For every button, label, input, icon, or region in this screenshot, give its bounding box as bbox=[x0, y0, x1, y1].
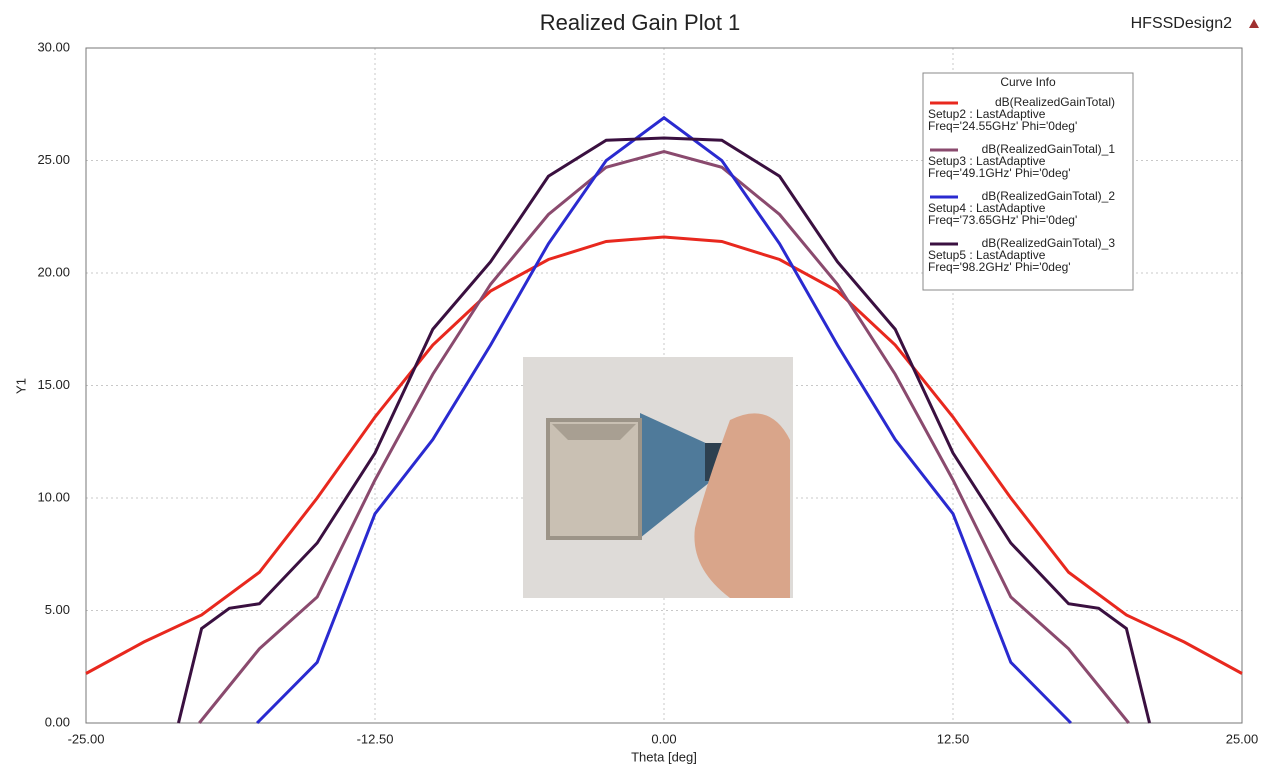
design-icon bbox=[1249, 19, 1259, 28]
legend-params: Freq='73.65GHz' Phi='0deg' bbox=[928, 213, 1077, 227]
legend-setup: Setup3 : LastAdaptive bbox=[928, 154, 1046, 168]
chart-title: Realized Gain Plot 1 bbox=[540, 10, 741, 35]
legend-label: dB(RealizedGainTotal)_2 bbox=[982, 189, 1116, 203]
legend-params: Freq='49.1GHz' Phi='0deg' bbox=[928, 166, 1071, 180]
x-tick-label: 0.00 bbox=[651, 731, 676, 746]
legend-setup: Setup4 : LastAdaptive bbox=[928, 201, 1046, 215]
legend: Curve Info dB(RealizedGainTotal)Setup2 :… bbox=[922, 72, 1134, 291]
y-tick-label: 10.00 bbox=[37, 489, 70, 504]
x-axis-label: Theta [deg] bbox=[631, 749, 697, 764]
legend-setup: Setup5 : LastAdaptive bbox=[928, 248, 1046, 262]
legend-box bbox=[922, 72, 1134, 291]
series-line bbox=[198, 149, 1130, 724]
x-tick-label: 25.00 bbox=[1226, 731, 1259, 746]
plot-area: 0.00 5.00 10.00 15.00 20.00 25.00 30.00 -25.00 -… bbox=[37, 39, 1258, 746]
y-axis-label: Y1 bbox=[13, 378, 28, 394]
x-tick-label: -25.00 bbox=[68, 731, 105, 746]
plot-frame bbox=[85, 47, 1243, 724]
y-tick-label: 5.00 bbox=[45, 602, 70, 617]
y-tick-label: 15.00 bbox=[37, 377, 70, 392]
legend-params: Freq='24.55GHz' Phi='0deg' bbox=[928, 119, 1077, 133]
series-line bbox=[256, 115, 1072, 725]
photo bbox=[523, 357, 793, 598]
y-tick-label: 25.00 bbox=[37, 152, 70, 167]
series-line bbox=[85, 235, 1243, 675]
y-tick-label: 20.00 bbox=[37, 264, 70, 279]
y-tick-label: 30.00 bbox=[37, 39, 70, 54]
legend-label: dB(RealizedGainTotal) bbox=[995, 95, 1115, 109]
legend-title: Curve Info bbox=[1000, 75, 1056, 89]
legend-params: Freq='98.2GHz' Phi='0deg' bbox=[928, 260, 1071, 274]
legend-label: dB(RealizedGainTotal)_1 bbox=[982, 142, 1116, 156]
series-line bbox=[177, 136, 1151, 724]
design-name: HFSSDesign2 bbox=[1131, 15, 1232, 32]
x-tick-label: 12.50 bbox=[937, 731, 970, 746]
y-tick-label: 0.00 bbox=[45, 714, 70, 729]
legend-label: dB(RealizedGainTotal)_3 bbox=[982, 236, 1116, 250]
x-tick-label: -12.50 bbox=[357, 731, 394, 746]
legend-setup: Setup2 : LastAdaptive bbox=[928, 107, 1046, 121]
